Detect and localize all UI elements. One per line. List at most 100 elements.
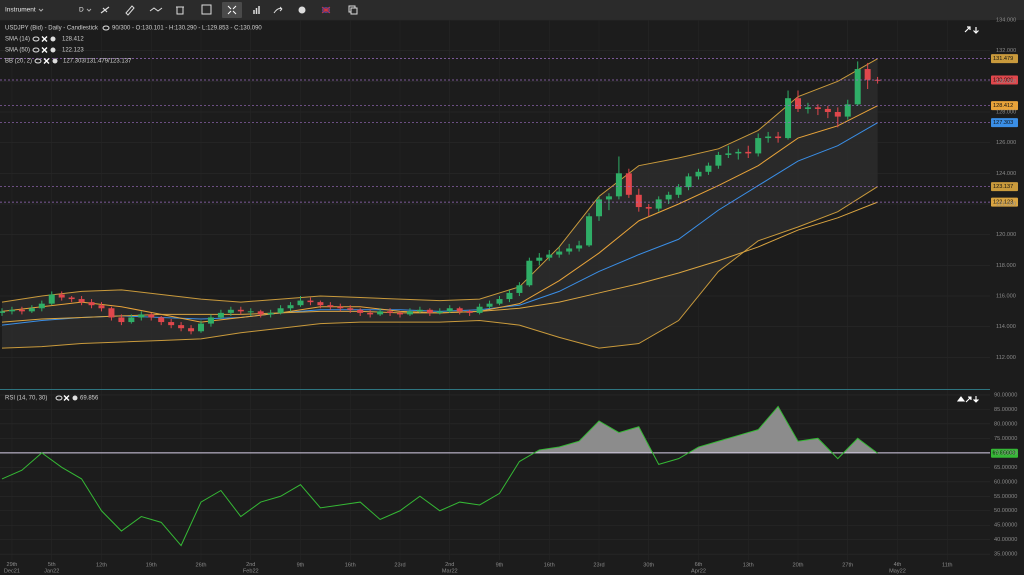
candle-body [526, 260, 533, 286]
flag-cross [321, 6, 331, 14]
y-tick-label: 60.00000 [994, 479, 1017, 485]
settings-icon[interactable] [72, 395, 78, 401]
price-box-label: 127.303 [993, 120, 1013, 126]
candle-body [745, 151, 752, 154]
candle-body [416, 309, 423, 312]
pencil-tool[interactable] [125, 5, 135, 16]
theme-tool[interactable] [298, 6, 306, 14]
y-tick-label: 134.000 [996, 17, 1016, 23]
draw-tool[interactable] [100, 6, 110, 14]
candle-body [506, 292, 513, 300]
price-box-label: 128.412 [993, 103, 1013, 109]
price-box-label: 122.123 [993, 200, 1013, 206]
candle-body [804, 107, 811, 109]
layout-tool[interactable] [201, 4, 212, 15]
settings-icon[interactable] [52, 58, 58, 64]
candle-body [785, 98, 792, 139]
share-tool[interactable] [273, 6, 283, 14]
rsi-line [1, 405, 878, 547]
legend-label: RSI (14, 70, 30) [5, 396, 47, 402]
visibility-icon[interactable] [102, 25, 110, 31]
settings-icon[interactable] [50, 47, 56, 53]
candle-body [397, 312, 403, 315]
visibility-icon[interactable] [32, 47, 40, 53]
candle-body [217, 312, 224, 318]
remove-icon[interactable] [41, 47, 48, 53]
chart-title: USDJPY (Bid) - Daily - Candlestick [5, 26, 99, 32]
y-tick-label: 124.000 [996, 171, 1016, 177]
timeframe-menu[interactable]: D [79, 7, 84, 14]
y-tick-label: 130.000 [996, 79, 1016, 85]
active-tool[interactable] [222, 2, 242, 18]
candle-body [596, 199, 602, 217]
candle-body [456, 308, 463, 312]
candle-body [665, 194, 672, 200]
candle-body [68, 297, 75, 300]
pattern-tool[interactable] [149, 7, 163, 12]
x-tick-label: 2nd Feb22 [243, 562, 259, 575]
candle-body [8, 309, 15, 312]
overbought-fill [2, 406, 878, 453]
x-tick-label: 26th [196, 562, 207, 568]
remove-icon[interactable] [41, 36, 48, 42]
settings-icon[interactable] [50, 36, 56, 42]
y-tick-label: 35.00000 [994, 552, 1017, 558]
legend-value: 122.123 [62, 48, 84, 54]
band-upper [1, 58, 878, 303]
candle-body [327, 305, 334, 307]
remove-icon[interactable] [63, 395, 70, 401]
candle-body [48, 294, 55, 304]
visibility-icon[interactable] [32, 36, 40, 42]
visibility-icon[interactable] [34, 58, 42, 64]
candle-body [297, 300, 304, 306]
indicators-tool[interactable] [253, 6, 260, 14]
pane-controls[interactable] [964, 26, 979, 34]
candle-body [18, 309, 25, 312]
x-tick-label: 13th [743, 562, 754, 568]
candle-body [207, 317, 214, 324]
candle-body [168, 322, 175, 326]
candle-body [705, 165, 712, 172]
candle-body [58, 294, 65, 298]
remove-icon[interactable] [43, 58, 50, 64]
candle-body [765, 136, 772, 139]
toolbar-items: Instrument D [5, 2, 358, 18]
candle-body [854, 69, 861, 105]
x-tick-label: 9th [297, 562, 305, 568]
x-tick-label: 2nd Mar22 [442, 562, 458, 575]
candle-body [367, 312, 374, 315]
instrument-menu[interactable]: Instrument [5, 7, 36, 14]
candle-body [148, 314, 155, 318]
candle-body [795, 98, 801, 109]
price-box [991, 182, 1018, 192]
candle-body [178, 325, 185, 329]
x-tick-label: 5th Jan22 [44, 562, 59, 575]
y-tick-label: 122.000 [996, 201, 1016, 207]
candles [0, 61, 881, 335]
candle-body [486, 303, 493, 307]
candle-body [28, 308, 35, 312]
candle-body [227, 309, 234, 313]
candle-body [735, 151, 742, 154]
candle-body [695, 171, 702, 177]
delete-tool[interactable] [176, 6, 184, 15]
band-lower [1, 186, 878, 349]
candle-body [138, 314, 145, 318]
x-tick-label: 4th May22 [889, 562, 906, 575]
candle-body [426, 309, 433, 313]
candle-body [307, 300, 314, 303]
visibility-icon[interactable] [55, 395, 63, 401]
candle-body [645, 207, 652, 209]
price-box [991, 118, 1018, 128]
candle-body [655, 199, 662, 209]
candle-body [605, 196, 612, 200]
y-tick-label: 132.000 [996, 48, 1016, 54]
candle-body [476, 306, 483, 313]
x-tick-label: 16th [345, 562, 356, 568]
candle-body [317, 302, 324, 306]
pane-controls[interactable] [956, 396, 979, 403]
y-tick-label: 90.00000 [994, 392, 1017, 398]
legend: USDJPY (Bid) - Daily - Candlestick 90/30… [5, 26, 262, 402]
